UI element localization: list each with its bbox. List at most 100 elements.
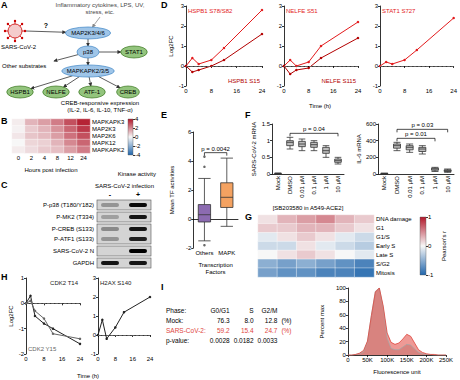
svg-text:0: 0 xyxy=(267,171,271,177)
svg-text:-4: -4 xyxy=(135,152,141,158)
svg-text:-2: -2 xyxy=(186,245,192,251)
svg-text:[SB203580 in A549-ACE2]: [SB203580 in A549-ACE2] xyxy=(273,205,344,211)
svg-text:HSPB1: HSPB1 xyxy=(10,89,30,95)
svg-text:100: 100 xyxy=(336,285,347,291)
svg-text:12: 12 xyxy=(67,155,74,161)
svg-text:1: 1 xyxy=(428,214,432,220)
svg-text:0.01 μM: 0.01 μM xyxy=(299,176,305,198)
svg-text:6: 6 xyxy=(188,129,192,135)
svg-text:P-p38 (T180/Y182): P-p38 (T180/Y182) xyxy=(43,202,94,208)
svg-text:CREB: CREB xyxy=(120,89,137,95)
svg-text:Other substrates: Other substrates xyxy=(2,63,46,69)
svg-text:4: 4 xyxy=(188,158,192,164)
svg-text:0: 0 xyxy=(135,134,139,140)
svg-text:-2: -2 xyxy=(135,143,141,149)
svg-text:0: 0 xyxy=(17,155,21,161)
svg-text:0.1 μM: 0.1 μM xyxy=(311,176,317,194)
svg-text:24: 24 xyxy=(77,356,84,362)
svg-text:Mean TF activities: Mean TF activities xyxy=(169,166,175,215)
svg-text:MAPK12: MAPK12 xyxy=(92,140,116,146)
svg-text:0: 0 xyxy=(21,300,25,306)
svg-text:24: 24 xyxy=(450,88,457,94)
svg-text:MAP2K3/4/6: MAP2K3/4/6 xyxy=(71,30,105,36)
svg-text:0.01 μM: 0.01 μM xyxy=(407,176,413,198)
svg-text:P-ATF1 (S133): P-ATF1 (S133) xyxy=(54,236,94,242)
svg-text:400: 400 xyxy=(366,138,377,144)
svg-text:G1: G1 xyxy=(376,225,385,231)
svg-text:Others: Others xyxy=(195,250,213,256)
svg-text:150K: 150K xyxy=(400,357,414,363)
svg-text:1: 1 xyxy=(375,43,379,49)
svg-text:3: 3 xyxy=(93,275,97,281)
svg-text:MAP2K3: MAP2K3 xyxy=(92,126,116,132)
svg-text:0: 0 xyxy=(93,332,97,338)
svg-text:Hours post infection: Hours post infection xyxy=(24,167,77,173)
svg-text:IL-6 mRNA: IL-6 mRNA xyxy=(356,134,362,164)
svg-text:0: 0 xyxy=(96,356,100,362)
svg-text:p = 0.01: p = 0.01 xyxy=(405,131,428,137)
svg-text:CREB-responsive expression: CREB-responsive expression xyxy=(61,100,139,106)
svg-text:2: 2 xyxy=(93,294,97,300)
svg-text:16: 16 xyxy=(330,88,337,94)
svg-text:2: 2 xyxy=(279,23,283,29)
svg-text:Pearson's r: Pearson's r xyxy=(441,231,447,261)
svg-text:SARS-CoV-2: SARS-CoV-2 xyxy=(1,44,37,50)
svg-text:4: 4 xyxy=(135,116,139,122)
svg-text:3: 3 xyxy=(181,3,185,9)
svg-text:4: 4 xyxy=(43,155,47,161)
svg-text:Transcription: Transcription xyxy=(198,262,232,268)
svg-text:10 μM: 10 μM xyxy=(445,176,451,193)
svg-text:-: - xyxy=(109,191,112,198)
svg-text:SARS-CoV-2 infection: SARS-CoV-2 infection xyxy=(95,183,154,189)
svg-text:H2AX S140: H2AX S140 xyxy=(100,280,132,286)
svg-text:16: 16 xyxy=(426,88,433,94)
svg-text:0: 0 xyxy=(188,216,192,222)
svg-text:24: 24 xyxy=(355,88,362,94)
svg-text:stress, etc.: stress, etc. xyxy=(85,9,114,15)
svg-text:0: 0 xyxy=(378,88,382,94)
svg-text:DMSO: DMSO xyxy=(287,176,293,194)
svg-text:p = 0.0042: p = 0.0042 xyxy=(201,146,230,152)
svg-text:GAPDH: GAPDH xyxy=(73,260,94,266)
svg-text:?: ? xyxy=(44,22,48,29)
svg-text:SARS-CoV-2 mRNA: SARS-CoV-2 mRNA xyxy=(251,122,257,176)
svg-text:100K: 100K xyxy=(380,357,394,363)
svg-text:10 μM: 10 μM xyxy=(335,176,341,193)
svg-text:8: 8 xyxy=(210,88,214,94)
svg-text:MAPKAPK3: MAPKAPK3 xyxy=(92,119,125,125)
svg-text:NELFE S51: NELFE S51 xyxy=(286,8,318,14)
svg-text:NELFE: NELFE xyxy=(46,89,65,95)
svg-text:2: 2 xyxy=(188,187,192,193)
svg-text:STAT1 S727: STAT1 S727 xyxy=(382,8,416,14)
svg-text:250K: 250K xyxy=(439,357,453,363)
svg-text:24: 24 xyxy=(80,155,87,161)
svg-text:Fluorescence unit: Fluorescence unit xyxy=(373,369,421,375)
svg-text:1: 1 xyxy=(267,138,271,144)
svg-text:0: 0 xyxy=(375,63,379,69)
svg-text:200K: 200K xyxy=(419,357,433,363)
svg-text:1: 1 xyxy=(93,313,97,319)
svg-text:24: 24 xyxy=(147,356,154,362)
svg-text:0: 0 xyxy=(282,88,286,94)
svg-text:Percent max: Percent max xyxy=(319,305,325,339)
svg-text:CDK2 Y15: CDK2 Y15 xyxy=(28,346,57,352)
svg-text:Log2FC: Log2FC xyxy=(168,35,174,57)
svg-text:P-MK2 (T334): P-MK2 (T334) xyxy=(56,214,94,220)
svg-text:p = 0.04: p = 0.04 xyxy=(303,126,326,132)
svg-text:1: 1 xyxy=(21,275,25,281)
svg-text:Inflammatory cytokines, LPS, U: Inflammatory cytokines, LPS, UV, xyxy=(56,2,145,8)
svg-text:Mitosis: Mitosis xyxy=(376,270,395,276)
svg-text:16: 16 xyxy=(233,88,240,94)
svg-text:HSPB1 S15: HSPB1 S15 xyxy=(228,78,261,84)
svg-text:3: 3 xyxy=(375,3,379,9)
svg-text:2: 2 xyxy=(181,23,185,29)
svg-text:1.5: 1.5 xyxy=(262,121,271,127)
svg-text:0.1 μM: 0.1 μM xyxy=(419,176,425,194)
svg-text:0.5: 0.5 xyxy=(262,154,271,160)
svg-text:P-CREB (S133): P-CREB (S133) xyxy=(52,226,94,232)
svg-text:200: 200 xyxy=(366,154,377,160)
svg-text:Log2FC: Log2FC xyxy=(8,305,14,327)
svg-text:p38: p38 xyxy=(83,49,94,55)
svg-text:MAPK: MAPK xyxy=(218,250,235,256)
svg-text:2: 2 xyxy=(375,23,379,29)
